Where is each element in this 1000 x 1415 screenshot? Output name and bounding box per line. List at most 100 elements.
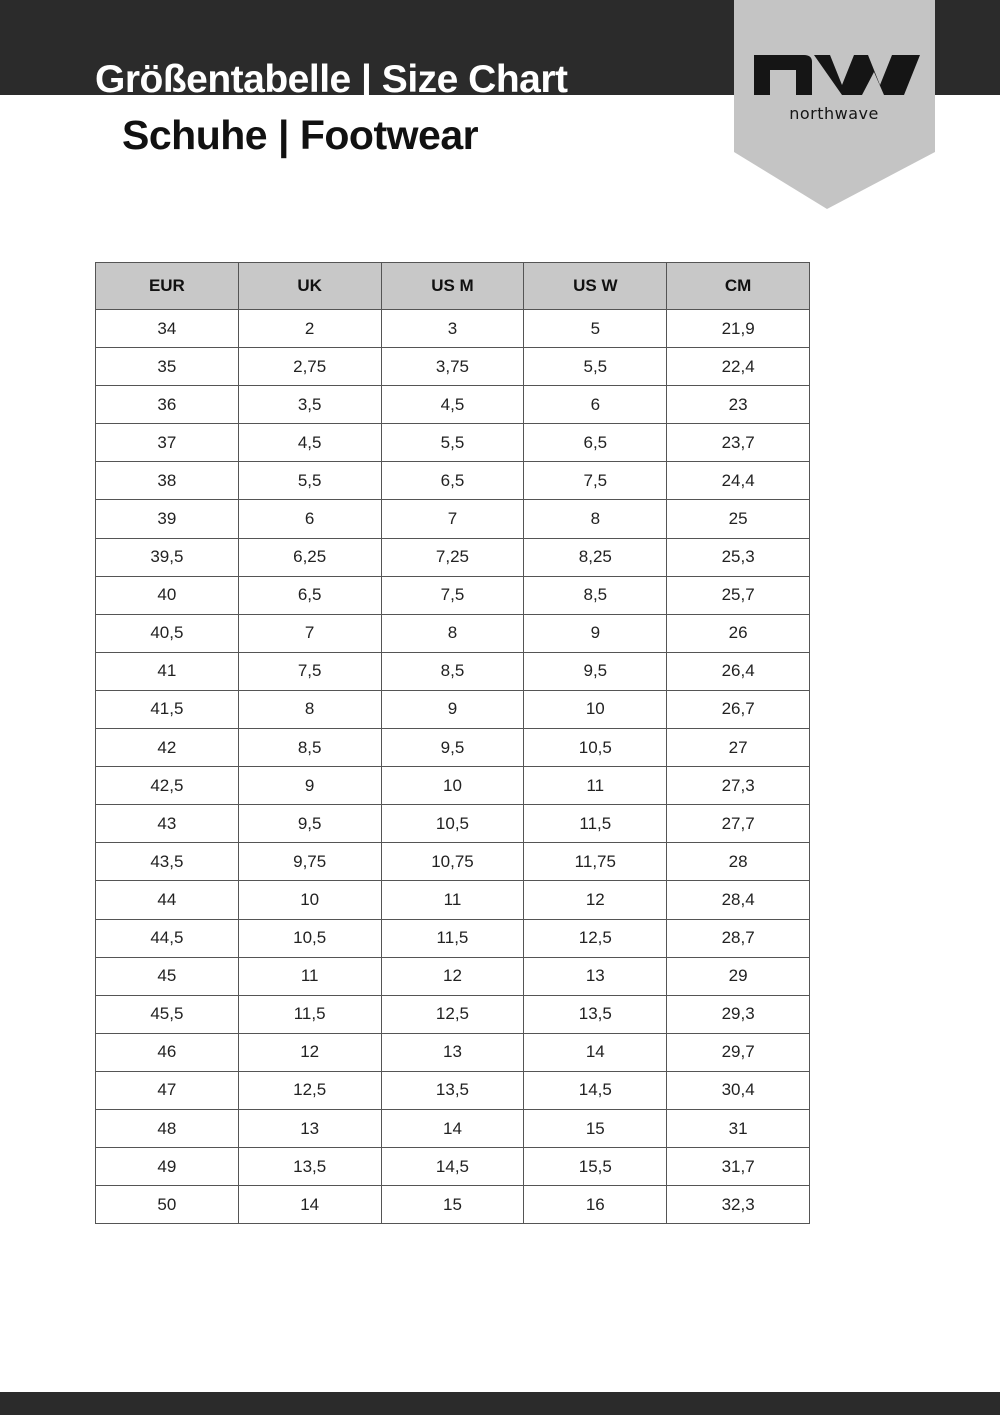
table-cell: 25,3 <box>666 537 810 577</box>
table-cell: 6 <box>523 385 668 425</box>
table-cell: 14 <box>523 1032 668 1072</box>
column-header: US M <box>380 262 525 310</box>
table-cell: 41,5 <box>95 689 239 730</box>
table-cell: 2 <box>237 308 382 349</box>
table-row: 38 5,5 6,5 7,5 24,4 <box>95 461 810 501</box>
table-cell: 28 <box>666 842 810 882</box>
column-header: EUR <box>95 262 239 310</box>
table-cell: 25,7 <box>666 575 810 615</box>
table-cell: 27 <box>666 728 810 768</box>
table-cell: 9,5 <box>237 804 382 844</box>
table-row: 37 4,5 5,5 6,5 23,7 <box>95 423 810 463</box>
table-cell: 21,9 <box>666 308 810 349</box>
table-cell: 12 <box>380 956 525 996</box>
table-cell: 7,5 <box>380 575 525 615</box>
table-cell: 5,5 <box>380 423 525 463</box>
table-row: 41,5 8 9 10 26,7 <box>95 689 810 730</box>
table-cell: 23 <box>666 385 810 425</box>
table-cell: 7,5 <box>237 651 382 691</box>
table-cell: 32,3 <box>666 1185 810 1225</box>
table-cell: 44 <box>95 880 239 920</box>
table-cell: 5,5 <box>237 461 382 501</box>
table-cell: 11 <box>237 956 382 996</box>
table-cell: 13,5 <box>523 994 668 1034</box>
table-row: 45 11 12 13 29 <box>95 956 810 996</box>
table-cell: 27,7 <box>666 804 810 844</box>
table-cell: 10,5 <box>523 728 668 768</box>
table-cell: 49 <box>95 1147 239 1187</box>
table-row: 35 2,75 3,75 5,5 22,4 <box>95 347 810 387</box>
table-row: 39,5 6,25 7,25 8,25 25,3 <box>95 537 810 577</box>
table-cell: 12 <box>523 880 668 920</box>
table-cell: 13 <box>523 956 668 996</box>
table-cell: 7,5 <box>523 461 668 501</box>
table-cell: 9 <box>523 613 668 653</box>
table-cell: 29,7 <box>666 1032 810 1072</box>
table-row: 42 8,5 9,5 10,5 27 <box>95 728 810 768</box>
table-cell: 41 <box>95 651 239 691</box>
table-cell: 8,25 <box>523 537 668 577</box>
table-cell: 42,5 <box>95 766 239 806</box>
table-cell: 28,7 <box>666 918 810 958</box>
table-header-row: EUR UK US M US W CM <box>95 262 810 310</box>
table-cell: 30,4 <box>666 1070 810 1110</box>
table-cell: 8,5 <box>523 575 668 615</box>
table-cell: 22,4 <box>666 347 810 387</box>
table-cell: 47 <box>95 1070 239 1110</box>
table-row: 45,5 11,5 12,5 13,5 29,3 <box>95 994 810 1034</box>
brand-wordmark: northwave <box>789 104 879 123</box>
table-row: 40 6,5 7,5 8,5 25,7 <box>95 575 810 615</box>
table-cell: 10,5 <box>380 804 525 844</box>
table-cell: 26,7 <box>666 689 810 730</box>
table-cell: 15,5 <box>523 1147 668 1187</box>
table-cell: 34 <box>95 308 239 349</box>
table-cell: 3 <box>380 308 525 349</box>
table-cell: 14,5 <box>380 1147 525 1187</box>
table-cell: 29,3 <box>666 994 810 1034</box>
table-row: 48 13 14 15 31 <box>95 1108 810 1149</box>
table-cell: 3,75 <box>380 347 525 387</box>
table-cell: 9,75 <box>237 842 382 882</box>
table-cell: 14 <box>237 1185 382 1225</box>
table-cell: 42 <box>95 728 239 768</box>
size-chart-table: EUR UK US M US W CM 34 2 3 5 21,9 35 2,75 3,75 5,5 22… <box>95 262 810 1225</box>
table-row: 47 12,5 13,5 14,5 30,4 <box>95 1070 810 1110</box>
column-header: US W <box>523 262 668 310</box>
table-cell: 37 <box>95 423 239 463</box>
table-cell: 11 <box>523 766 668 806</box>
table-cell: 11,5 <box>523 804 668 844</box>
table-cell: 10,75 <box>380 842 525 882</box>
table-cell: 4,5 <box>380 385 525 425</box>
table-cell: 8 <box>237 689 382 730</box>
table-cell: 31,7 <box>666 1147 810 1187</box>
table-cell: 6,25 <box>237 537 382 577</box>
table-cell: 45,5 <box>95 994 239 1034</box>
table-cell: 13,5 <box>237 1147 382 1187</box>
table-cell: 3,5 <box>237 385 382 425</box>
table-cell: 50 <box>95 1185 239 1225</box>
table-cell: 10,5 <box>237 918 382 958</box>
table-cell: 13,5 <box>380 1070 525 1110</box>
table-cell: 31 <box>666 1108 810 1149</box>
table-row: 46 12 13 14 29,7 <box>95 1032 810 1072</box>
table-cell: 15 <box>380 1185 525 1225</box>
table-cell: 8,5 <box>237 728 382 768</box>
table-cell: 11,5 <box>380 918 525 958</box>
table-row: 50 14 15 16 32,3 <box>95 1185 810 1225</box>
table-cell: 40 <box>95 575 239 615</box>
page-subtitle: Schuhe | Footwear <box>122 112 479 158</box>
table-cell: 10 <box>380 766 525 806</box>
table-cell: 29 <box>666 956 810 996</box>
table-row: 43 9,5 10,5 11,5 27,7 <box>95 804 810 844</box>
table-cell: 4,5 <box>237 423 382 463</box>
table-cell: 9,5 <box>380 728 525 768</box>
table-cell: 6,5 <box>237 575 382 615</box>
table-cell: 11,5 <box>237 994 382 1034</box>
column-header: CM <box>666 262 810 310</box>
table-cell: 43,5 <box>95 842 239 882</box>
table-cell: 36 <box>95 385 239 425</box>
table-cell: 11 <box>380 880 525 920</box>
table-cell: 26,4 <box>666 651 810 691</box>
table-cell: 38 <box>95 461 239 501</box>
table-cell: 8 <box>380 613 525 653</box>
